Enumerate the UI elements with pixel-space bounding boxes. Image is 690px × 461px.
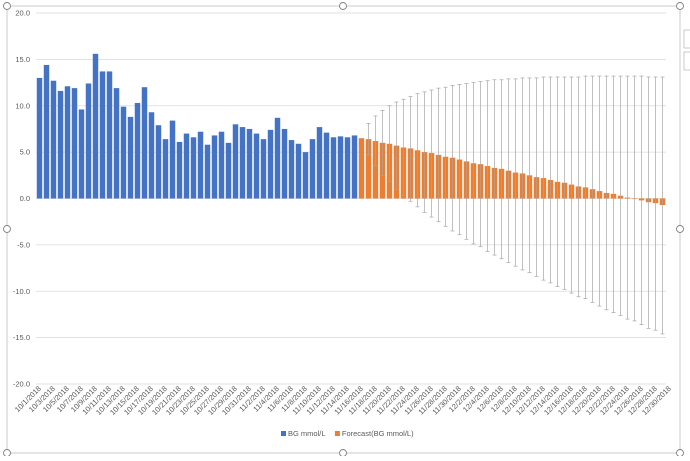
bg-bar [176, 141, 183, 199]
bg-bar [92, 53, 99, 199]
bg-bar [71, 88, 78, 199]
legend[interactable]: BG mmol/L Forecast(BG mmol/L) [281, 429, 414, 438]
bg-bar [155, 125, 162, 199]
bg-bar [190, 137, 197, 199]
bg-bar [260, 139, 267, 199]
y-tick-label: -15.0 [13, 333, 30, 342]
bg-bar [316, 127, 323, 199]
bg-bar [99, 71, 106, 199]
side-panel-box[interactable] [683, 29, 690, 49]
bg-bar [211, 135, 218, 199]
bg-bar [288, 140, 295, 199]
bg-bar [281, 128, 288, 199]
bg-bar [57, 90, 64, 199]
bg-bar [162, 139, 169, 199]
forecast-bar [365, 139, 372, 199]
side-panel-box[interactable] [683, 51, 690, 71]
bg-bar [78, 109, 85, 199]
y-axis: 20.0 15.0 10.0 5.0 0.0 -5.0 -10.0 -15.0 -20.0 [13, 9, 30, 389]
bg-bar [302, 152, 309, 199]
resize-handle[interactable] [3, 2, 11, 10]
bg-bar [253, 133, 260, 199]
bg-bar [43, 64, 50, 199]
gridlines [36, 12, 666, 385]
forecast-error-bars [366, 75, 665, 335]
resize-handle[interactable] [676, 2, 684, 10]
y-tick-label: -5.0 [17, 240, 30, 249]
legend-label: Forecast(BG mmol/L) [342, 429, 414, 438]
bg-bar [218, 131, 225, 199]
y-tick-label: 0.0 [20, 194, 30, 203]
bg-bar [183, 133, 190, 199]
x-axis: 10/1/201810/3/201810/5/201810/7/201810/9… [13, 384, 673, 417]
bg-bar [36, 77, 43, 199]
bg-bar [232, 124, 239, 199]
bg-bar [204, 144, 211, 199]
bg-bar [239, 127, 246, 199]
bg-bar [134, 102, 141, 199]
bg-bar [246, 128, 253, 199]
bg-bar [274, 117, 281, 199]
bg-bar [197, 131, 204, 199]
bg-bar [120, 106, 127, 199]
y-tick-label: -20.0 [13, 380, 30, 389]
y-tick-label: -10.0 [13, 287, 30, 296]
legend-swatch [334, 431, 340, 436]
bg-bar [85, 83, 92, 199]
bg-bar [351, 135, 358, 199]
bg-bar [148, 112, 155, 199]
bg-bar [127, 116, 134, 199]
bg-bar [225, 142, 232, 199]
bg-bar [330, 137, 337, 199]
y-tick-label: 20.0 [15, 9, 30, 18]
y-tick-label: 15.0 [15, 55, 30, 64]
resize-handle[interactable] [339, 449, 347, 457]
y-tick-label: 10.0 [15, 101, 30, 110]
bg-bar [64, 86, 71, 199]
bg-bar [169, 120, 176, 199]
bg-bar [309, 139, 316, 199]
bg-bar [337, 136, 344, 199]
resize-handle[interactable] [339, 2, 347, 10]
resize-handle[interactable] [676, 449, 684, 457]
bg-bar [106, 71, 113, 199]
bg-bar [141, 87, 148, 199]
forecast-bar [372, 140, 379, 199]
bg-bar [113, 88, 120, 199]
forecast-series[interactable] [358, 138, 666, 205]
legend-label: BG mmol/L [288, 429, 326, 438]
bg-bar [323, 132, 330, 199]
resize-handle[interactable] [3, 225, 11, 233]
bg-bar [295, 143, 302, 199]
selection-handles[interactable] [3, 2, 684, 457]
forecast-bar [358, 138, 365, 199]
resize-handle[interactable] [3, 449, 11, 457]
y-tick-label: 5.0 [20, 148, 30, 157]
bg-bar [344, 137, 351, 199]
bg-bar [50, 80, 57, 199]
bg-bar [267, 129, 274, 199]
legend-swatch [281, 431, 286, 436]
resize-handle[interactable] [676, 225, 684, 233]
bg-series[interactable] [36, 53, 358, 199]
